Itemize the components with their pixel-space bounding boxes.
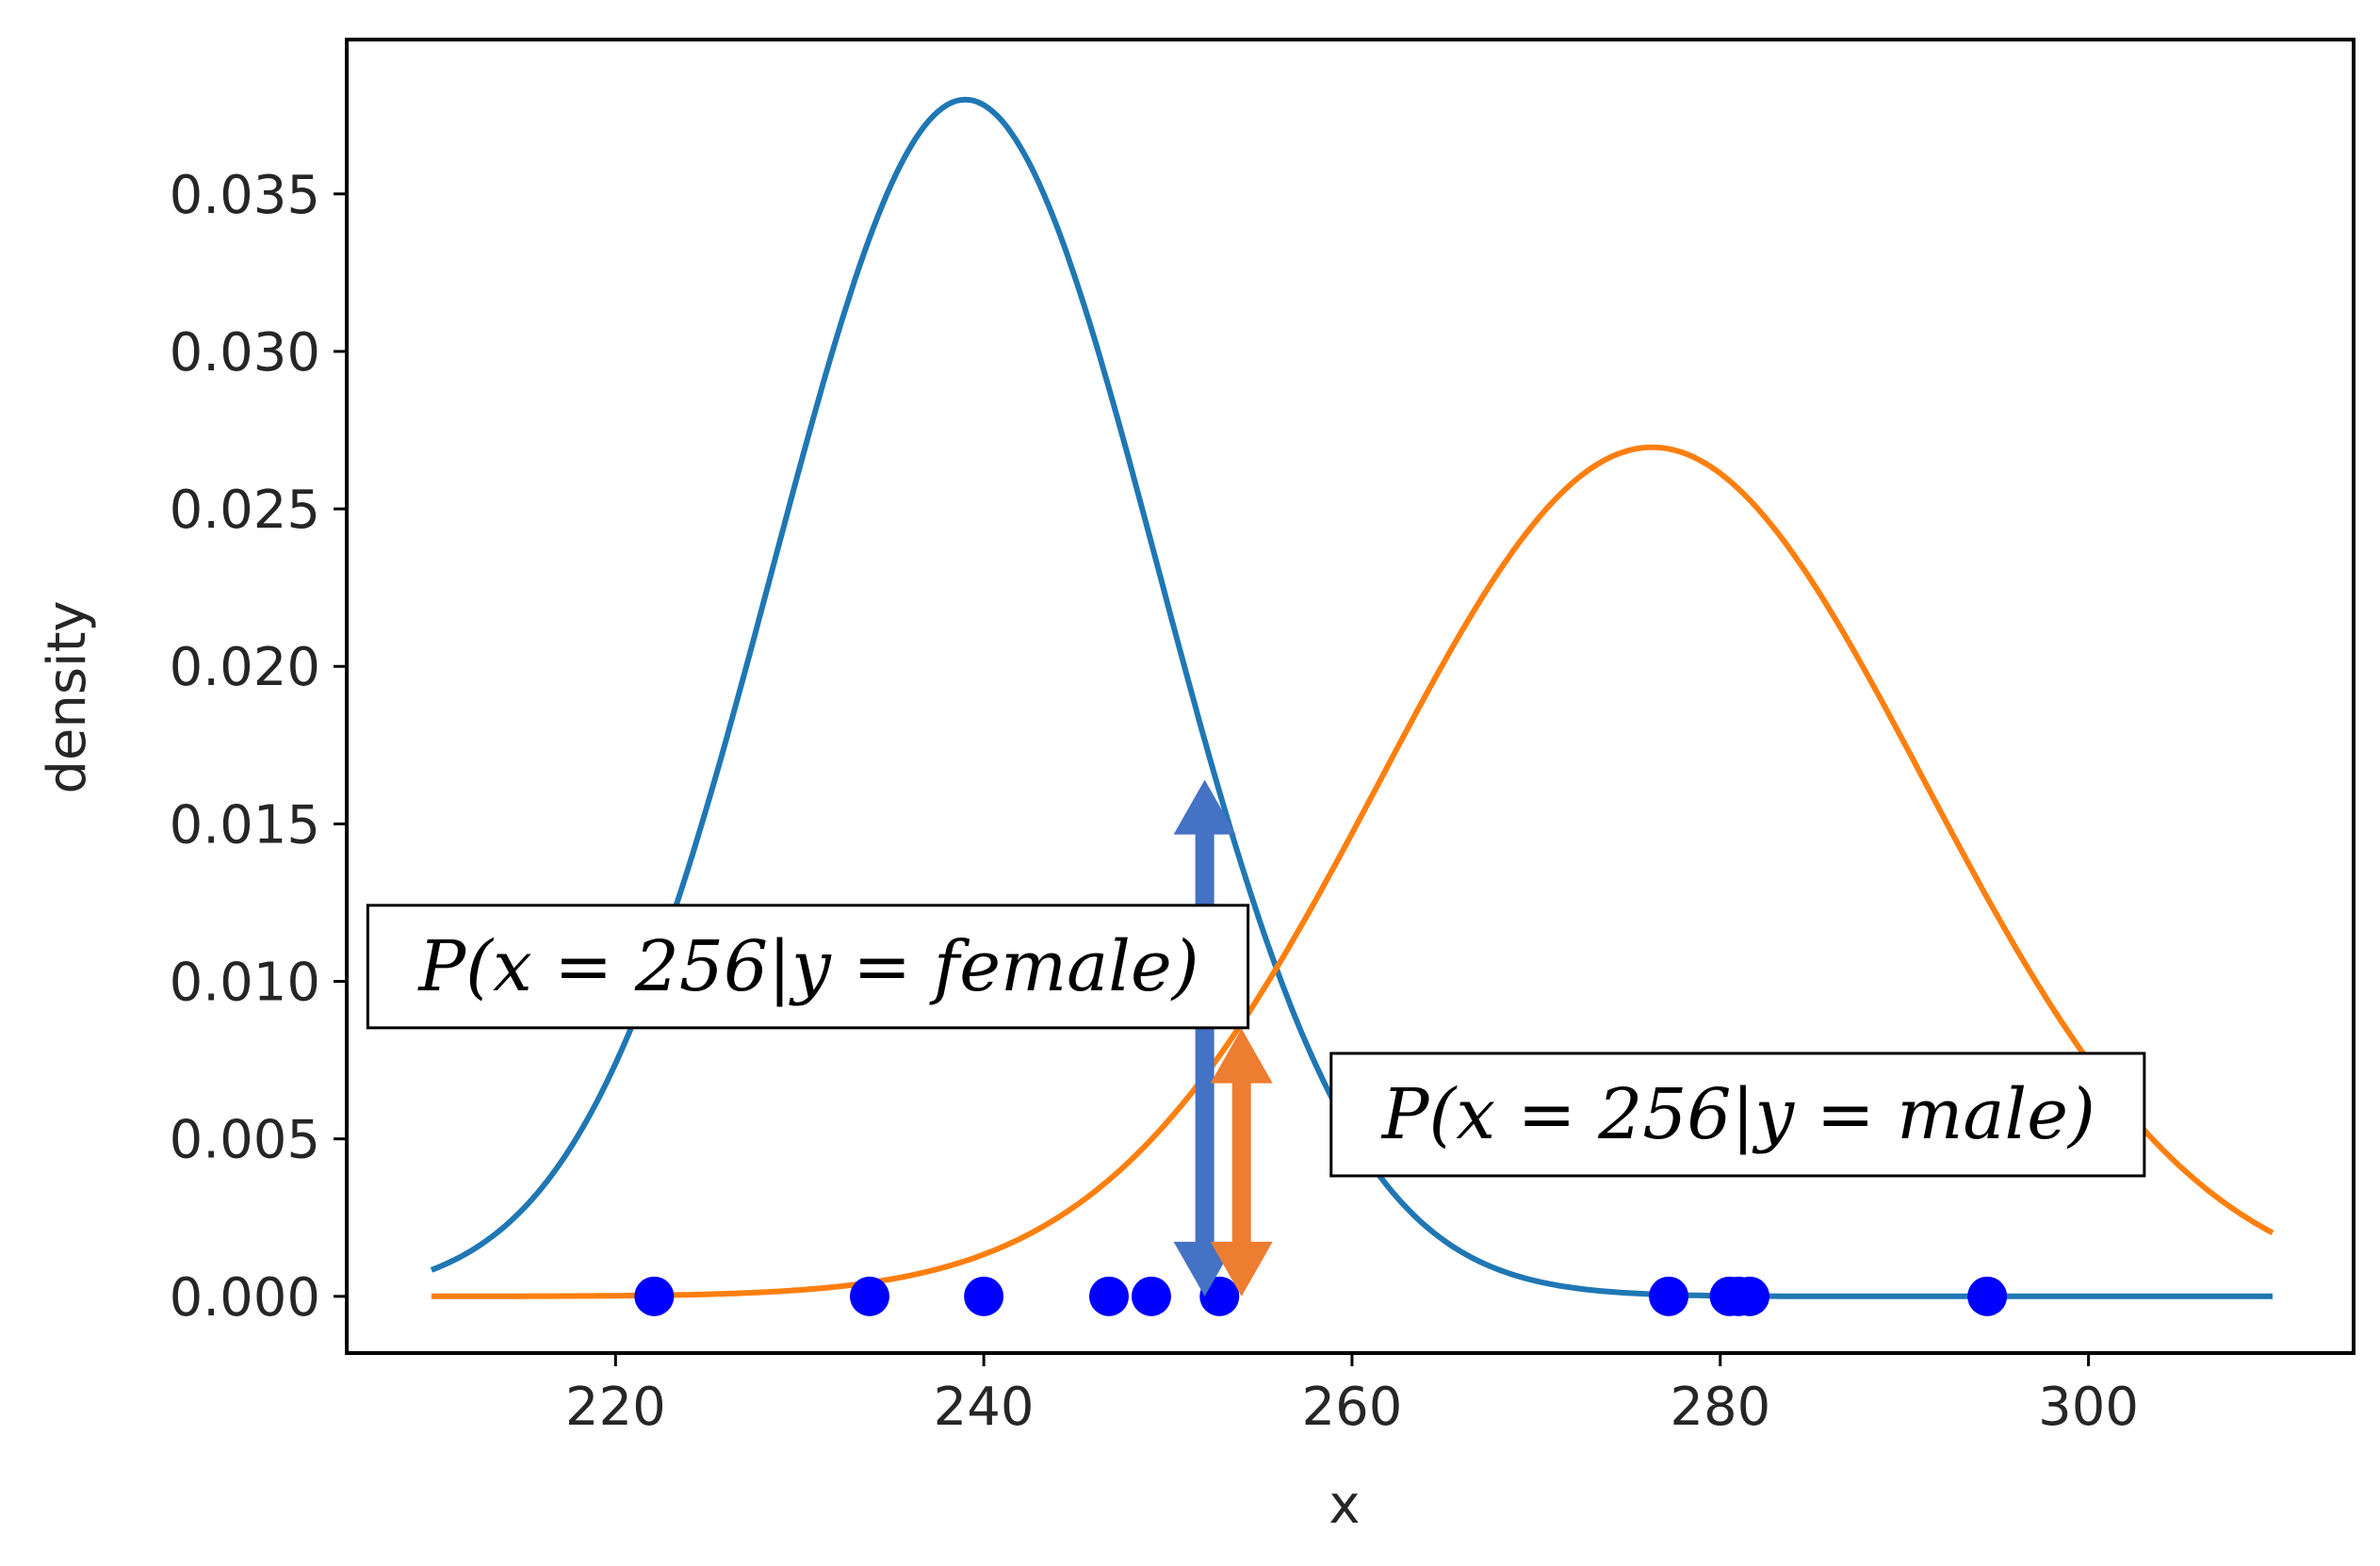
data-point — [1649, 1276, 1689, 1316]
x-tick-label: 240 — [934, 1377, 1035, 1438]
annotation-frame — [1329, 1052, 2146, 1178]
y-tick-label: 0.020 — [170, 637, 320, 698]
y-tick-label: 0.035 — [170, 165, 320, 226]
x-tick-label: 280 — [1670, 1377, 1770, 1438]
y-tick-label: 0.005 — [170, 1110, 320, 1171]
annotation-box-2: P(x = 256|y = male) — [1329, 1052, 2146, 1178]
plot-marks — [430, 96, 2274, 1316]
annotation-box-1: P(x = 256|y = female) — [366, 904, 1250, 1030]
data-point — [849, 1276, 889, 1316]
data-point — [1967, 1276, 2008, 1316]
arrow-head-up — [1173, 779, 1236, 835]
x-tick-label: 260 — [1302, 1377, 1403, 1438]
plot-area-frame — [345, 38, 2356, 1355]
y-axis-label: density — [37, 600, 98, 793]
x-tick-label: 220 — [565, 1377, 666, 1438]
data-point — [1131, 1276, 1171, 1316]
x-tick-label: 300 — [2038, 1377, 2139, 1438]
data-point — [1730, 1276, 1770, 1316]
y-tick-label: 0.010 — [170, 953, 320, 1014]
double-arrow-2 — [1210, 1028, 1273, 1297]
density-curve-2 — [431, 444, 2274, 1299]
annotation-label: P(x = 256|y = male) — [1380, 1074, 2095, 1155]
data-point — [634, 1276, 675, 1316]
y-tick-label: 0.025 — [170, 480, 320, 541]
x-axis: 220 240 260 280 300 — [565, 1353, 2139, 1438]
arrow-head-up — [1210, 1028, 1273, 1084]
y-axis: 0.000 0.005 0.010 0.015 0.020 0.025 0.030 0.035 — [170, 165, 347, 1329]
y-tick-label: 0.000 — [170, 1267, 320, 1329]
annotation-label: P(x = 256|y = female) — [416, 926, 1198, 1007]
data-point — [1089, 1276, 1130, 1316]
y-tick-label: 0.015 — [170, 794, 320, 856]
annotations: P(x = 256|y = female) P(x = 256|y = male) — [366, 904, 2146, 1178]
annotation-frame — [366, 904, 1250, 1030]
data-point — [964, 1276, 1004, 1316]
x-axis-label: x — [1329, 1475, 1360, 1536]
y-tick-label: 0.030 — [170, 322, 320, 383]
arrow-head-down — [1210, 1241, 1273, 1297]
double-arrow-1 — [1173, 779, 1236, 1297]
